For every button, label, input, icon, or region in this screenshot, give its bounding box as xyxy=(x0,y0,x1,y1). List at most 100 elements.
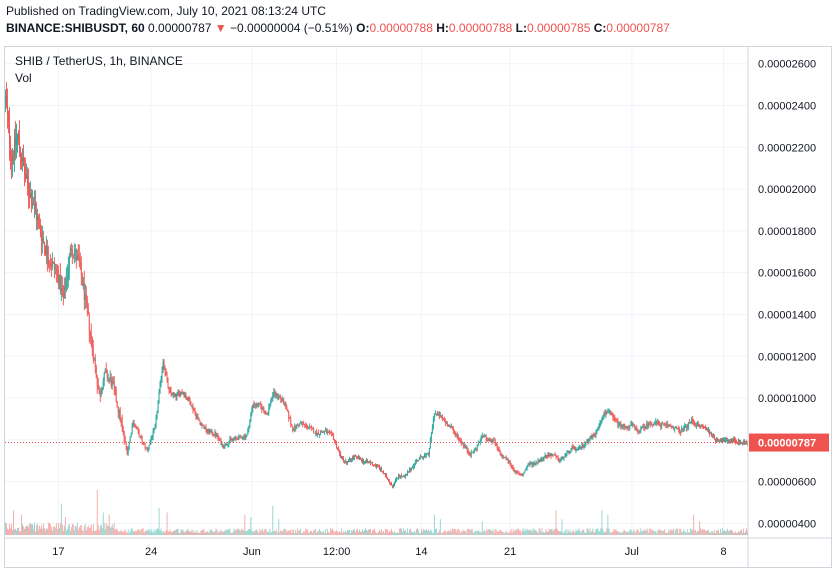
candle-body xyxy=(579,447,581,449)
candle-body xyxy=(434,413,436,415)
volume-bar xyxy=(174,530,176,535)
volume-bar xyxy=(137,529,139,535)
volume-bar xyxy=(213,531,215,535)
candle-body xyxy=(387,477,388,480)
volume-bar xyxy=(590,532,592,535)
candle-body xyxy=(369,461,370,463)
volume-bar xyxy=(150,529,152,535)
volume-bar xyxy=(232,532,234,535)
candle-body xyxy=(581,444,583,449)
candle-body xyxy=(341,456,343,458)
chart-frame[interactable] xyxy=(4,46,832,568)
candle-body xyxy=(604,413,606,415)
candle-body xyxy=(745,442,746,443)
volume-bar xyxy=(650,528,652,535)
candle-body xyxy=(718,441,720,442)
candle-body xyxy=(487,440,489,442)
volume-bar xyxy=(540,532,542,535)
candle-body xyxy=(473,449,475,453)
candle-body xyxy=(633,425,635,427)
candle-body xyxy=(595,432,597,436)
volume-bar xyxy=(677,528,679,535)
volume-bar xyxy=(570,532,572,535)
candle-body xyxy=(288,411,290,419)
candle-body xyxy=(694,423,696,425)
volume-bar xyxy=(67,525,69,535)
volume-bar xyxy=(53,525,55,535)
candle-body xyxy=(238,436,240,440)
candle-body xyxy=(642,426,644,428)
candle-body xyxy=(83,283,85,300)
volume-bar xyxy=(145,530,147,535)
candle-body xyxy=(515,470,517,473)
candle-body xyxy=(428,448,430,455)
volume-bar xyxy=(463,530,465,535)
candle-body xyxy=(16,139,17,146)
volume-bar xyxy=(226,528,228,535)
candle-body xyxy=(317,432,319,436)
volume-bar xyxy=(252,531,254,535)
volume-bar xyxy=(197,532,199,535)
volume-bar xyxy=(331,529,333,535)
volume-bar xyxy=(245,530,247,535)
volume-bar xyxy=(658,530,660,535)
candle-body xyxy=(315,431,317,434)
volume-bar xyxy=(584,533,586,535)
volume-bar xyxy=(422,529,424,535)
candle-body xyxy=(626,425,628,429)
volume-bar xyxy=(324,532,326,535)
candle-body xyxy=(693,422,695,424)
candle-body xyxy=(503,457,505,459)
volume-bar xyxy=(729,530,730,535)
volume-bar xyxy=(594,531,596,535)
volume-bar xyxy=(59,523,61,535)
volume-bar xyxy=(68,524,70,535)
candle-body xyxy=(375,464,376,467)
candle-body xyxy=(437,413,439,415)
candle-body xyxy=(7,104,8,115)
candle-body xyxy=(533,462,535,464)
volume-bar xyxy=(132,530,134,535)
candle-body xyxy=(284,402,286,405)
volume-bar xyxy=(727,528,729,535)
candle-body xyxy=(741,442,742,444)
candle-body xyxy=(662,423,664,425)
candle-body xyxy=(255,405,257,407)
volume-bar xyxy=(710,532,712,535)
candle-body xyxy=(566,452,568,454)
candle-body xyxy=(84,293,86,300)
candle-body xyxy=(555,455,557,457)
candle-body xyxy=(738,439,739,443)
candle-body xyxy=(239,435,241,437)
candle-body xyxy=(129,436,131,442)
candle-body xyxy=(61,287,63,293)
volume-bar xyxy=(665,532,667,535)
candle-body xyxy=(221,443,223,445)
candle-body xyxy=(154,425,156,429)
volume-bar xyxy=(400,528,402,535)
volume-bar xyxy=(124,529,126,535)
volume-bar xyxy=(384,533,385,535)
volume-bar xyxy=(359,529,360,535)
candle-body xyxy=(333,434,335,440)
candle-body xyxy=(133,422,135,425)
volume-bar xyxy=(486,530,488,535)
candle-body xyxy=(63,287,65,299)
candle-body xyxy=(583,444,585,447)
volume-bar xyxy=(704,529,706,535)
volume-bar xyxy=(131,528,133,535)
candle-body xyxy=(331,432,333,434)
volume-bar xyxy=(311,531,313,535)
candle-body xyxy=(94,359,96,368)
volume-bar xyxy=(607,514,609,535)
candle-body xyxy=(17,134,18,140)
volume-bar xyxy=(532,528,534,535)
volume-bar xyxy=(205,532,207,535)
candle-body xyxy=(178,392,180,394)
candle-body xyxy=(469,454,471,456)
candle-body xyxy=(282,399,284,401)
candle-body xyxy=(287,409,289,412)
candle-body xyxy=(549,454,551,456)
candle-body xyxy=(222,443,224,448)
